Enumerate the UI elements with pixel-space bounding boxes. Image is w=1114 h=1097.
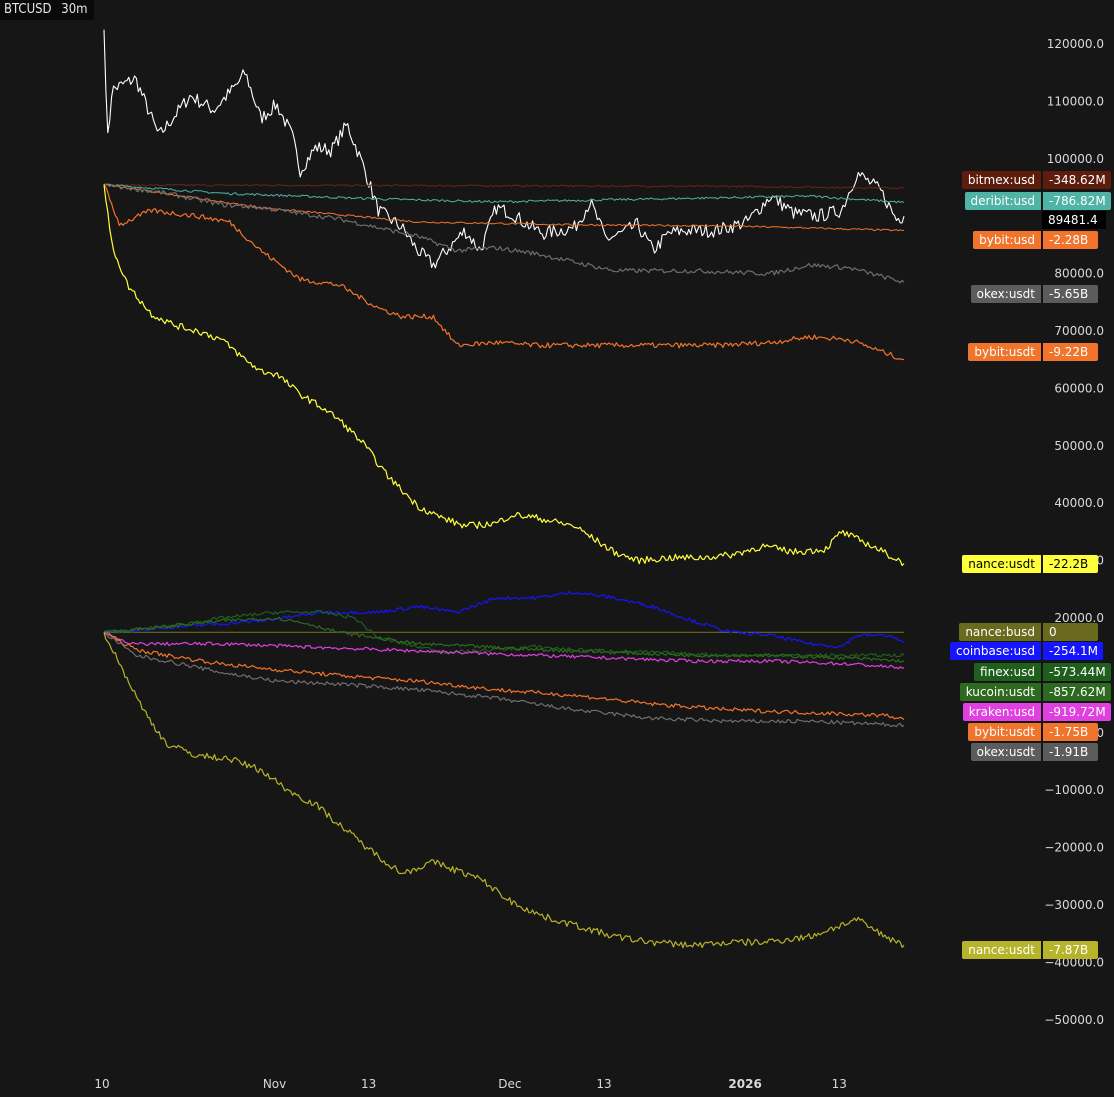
series-tag-value: -1.75B [1043,723,1098,741]
series-tag-name: okex:usdt [970,285,1041,303]
series-tag[interactable]: bitmex:usd -348.62M [961,171,1111,189]
y-tick-label: 100000.0 [1047,152,1104,166]
y-tick-label: −20000.0 [1044,841,1104,855]
series-line-bybit-usd [103,183,905,232]
series-tag[interactable]: kraken:usd -919.72M [962,703,1111,721]
series-tag-value: -22.2B [1043,555,1098,573]
series-line-bybit-usdt-2 [103,631,905,721]
series-tag-value: -573.44M [1043,663,1111,681]
series-tag-value: -254.1M [1043,642,1104,660]
series-layer [103,29,905,949]
series-line-binance-usdt-2 [103,632,905,949]
series-line-okex-usdt-2 [103,631,905,728]
symbol-interval-label[interactable]: BTCUSD 30m [0,0,94,20]
y-tick-label: 20000.0 [1054,611,1104,625]
series-line-coinbase-usd [103,591,905,649]
series-tag-name: nance:usdt [962,941,1041,959]
y-tick-label: 40000.0 [1054,496,1104,510]
series-tag-value: -2.28B [1043,231,1098,249]
y-tick-label: 70000.0 [1054,324,1104,338]
y-tick-label: 80000.0 [1054,267,1104,281]
current-price-tag: 89481.4 [1042,211,1106,229]
interval-text: 30m [61,2,88,17]
x-tick-label: 10 [94,1077,109,1091]
x-tick-label: 2026 [728,1077,761,1091]
series-tag[interactable]: nance:usdt -7.87B [962,941,1098,959]
series-tag-name: coinbase:usd [949,642,1041,660]
series-tag[interactable]: bybit:usd -2.28B [973,231,1098,249]
series-line-bitmex-usd [103,183,905,190]
series-tag-name: bybit:usdt [968,343,1041,361]
x-tick-label: 13 [596,1077,611,1091]
y-tick-label: 0 [1096,726,1104,740]
series-line-deribit-usd [103,183,905,204]
series-line-bybit-usdt [103,184,905,361]
series-line-btcusd [103,29,905,269]
series-tag-name: kucoin:usdt [959,683,1041,701]
series-tag[interactable]: nance:busd 0 [959,623,1098,641]
series-tag-value: -7.87B [1043,941,1098,959]
y-tick-label: 50000.0 [1054,439,1104,453]
series-tag-name: bybit:usd [973,231,1041,249]
series-tag-value: -9.22B [1043,343,1098,361]
x-tick-label: Dec [498,1077,521,1091]
series-tag[interactable]: deribit:usd -786.82M [964,192,1111,210]
series-tag-value: -348.62M [1043,171,1111,189]
series-tag-name: deribit:usd [964,192,1041,210]
series-tag-value: -5.65B [1043,285,1098,303]
series-tag-name: nance:usdt [962,555,1041,573]
series-tag-name: finex:usd [974,663,1041,681]
y-tick-label: 120000.0 [1047,37,1104,51]
series-tag[interactable]: kucoin:usdt -857.62M [959,683,1111,701]
y-tick-label: −30000.0 [1044,898,1104,912]
x-tick-label: 13 [361,1077,376,1091]
symbol-text: BTCUSD [4,2,52,17]
series-line-okex-usdt [103,183,905,284]
series-tag-name: bybit:usdt [968,723,1041,741]
series-tag[interactable]: bybit:usdt -9.22B [968,343,1098,361]
series-tag-name: nance:busd [959,623,1041,641]
series-tag-value: -919.72M [1043,703,1111,721]
series-tag-name: okex:usdt [970,743,1041,761]
series-tag[interactable]: nance:usdt -22.2B [962,555,1098,573]
series-tag-name: bitmex:usd [961,171,1041,189]
y-tick-label: 60000.0 [1054,381,1104,395]
series-tag-value: 0 [1043,623,1098,641]
series-tag[interactable]: coinbase:usd -254.1M [949,642,1104,660]
series-tag-value: -786.82M [1043,192,1111,210]
series-line-kucoin-usdt [103,616,905,663]
series-tag[interactable]: okex:usdt -5.65B [970,285,1098,303]
series-tag[interactable]: bybit:usdt -1.75B [968,723,1098,741]
series-tag-value: -857.62M [1043,683,1111,701]
series-line-binance-usdt [103,184,905,566]
series-line-bitfinex-usd [103,610,905,658]
series-tag-name: kraken:usd [962,703,1041,721]
y-tick-label: −50000.0 [1044,1013,1104,1027]
y-tick-label: −10000.0 [1044,783,1104,797]
series-line-kraken-usd [103,631,905,670]
series-tag[interactable]: finex:usd -573.44M [974,663,1111,681]
y-tick-label: 110000.0 [1047,94,1104,108]
x-tick-label: 13 [832,1077,847,1091]
x-tick-label: Nov [263,1077,286,1091]
x-axis-ticks: 10 Nov 13 Dec 13 2026 13 [94,1077,847,1091]
series-tag-value: -1.91B [1043,743,1098,761]
series-tag[interactable]: okex:usdt -1.91B [970,743,1098,761]
